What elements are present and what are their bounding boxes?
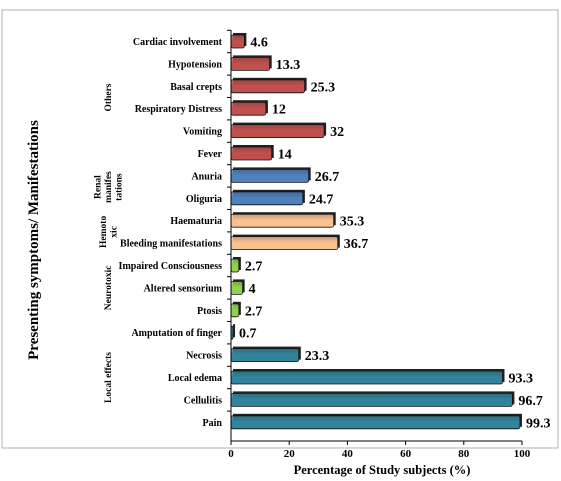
value-label: 96.7 (518, 394, 543, 409)
category-label: Fever (198, 149, 223, 160)
group-label: xic (109, 226, 119, 238)
bar (230, 57, 271, 71)
value-label: 35.3 (340, 215, 365, 230)
category-label: Anuria (191, 171, 222, 182)
bar (230, 124, 325, 138)
group-label: tations (115, 173, 125, 201)
category-label: Respiratory Distress (135, 104, 222, 115)
value-label: 14 (278, 148, 292, 163)
value-label: 4.6 (250, 36, 267, 51)
value-label: 4 (249, 282, 256, 297)
chart-border (1, 9, 559, 449)
bar (230, 303, 240, 318)
value-label: 93.3 (509, 372, 534, 387)
group-label: Hemoto (99, 216, 109, 248)
bar (230, 280, 244, 295)
group-label: Renal (94, 175, 104, 199)
bar (230, 191, 304, 206)
x-axis-title: Percentage of Study subjects (%) (294, 463, 471, 477)
value-label: 25.3 (311, 80, 336, 95)
category-label: Bleeding manifestations (120, 239, 222, 250)
category-label: Hypotension (168, 59, 222, 70)
x-tick-label: 60 (400, 448, 412, 460)
x-tick-label: 100 (514, 448, 531, 460)
value-label: 24.7 (309, 192, 334, 207)
category-label: Basal crepts (170, 82, 222, 93)
value-label: 23.3 (305, 349, 330, 364)
y-axis-title: Presenting symptoms/ Manifestations (26, 120, 42, 360)
value-label: 32 (330, 125, 344, 140)
category-label: Cellulitis (184, 395, 222, 406)
bar (230, 415, 521, 430)
category-label: Amputation of finger (131, 328, 222, 339)
x-tick-label: 80 (458, 448, 470, 460)
value-label: 0.7 (239, 327, 256, 342)
category-label: Ptosis (197, 306, 222, 317)
category-label: Haematuria (170, 216, 222, 227)
value-label: 2.7 (245, 260, 263, 275)
category-label: Altered sensorium (144, 283, 223, 294)
value-label: 26.7 (315, 170, 340, 185)
value-label: 36.7 (344, 237, 369, 252)
labels-layer: Cardiac involvement 4.6 Hypotension 13.3 Bas… (94, 36, 551, 432)
x-tick-label: 0 (228, 448, 234, 460)
bar (230, 101, 267, 116)
group-label: Others (104, 83, 114, 111)
bar (230, 348, 300, 363)
category-label: Pain (203, 418, 223, 429)
axes-layer: 0 20 40 60 80 100 (227, 29, 531, 460)
bar (230, 392, 513, 407)
value-label: 2.7 (245, 304, 263, 319)
bar (230, 258, 240, 273)
bar (230, 168, 310, 183)
x-tick-label: 20 (284, 448, 296, 460)
bar-depth (233, 324, 236, 338)
category-label: Local edema (168, 373, 222, 384)
bar (230, 34, 245, 49)
value-label: 12 (272, 103, 286, 118)
bar (230, 370, 503, 385)
category-label: Cardiac involvement (133, 37, 223, 48)
category-label: Necrosis (186, 351, 222, 362)
bar (230, 213, 335, 228)
category-label: Vomiting (183, 127, 222, 138)
group-label: Neurotoxic (104, 266, 114, 311)
bar (230, 79, 306, 94)
value-label: 13.3 (276, 58, 301, 73)
category-label: Oliguria (186, 194, 222, 205)
bar (230, 236, 339, 251)
bar (230, 146, 273, 161)
x-tick-label: 40 (342, 448, 354, 460)
bars-layer (230, 33, 522, 430)
group-label: manifes (104, 171, 114, 203)
group-label: Local effects (104, 352, 114, 403)
category-label: Impaired Consciousness (119, 261, 223, 272)
value-label: 99.3 (526, 416, 551, 431)
